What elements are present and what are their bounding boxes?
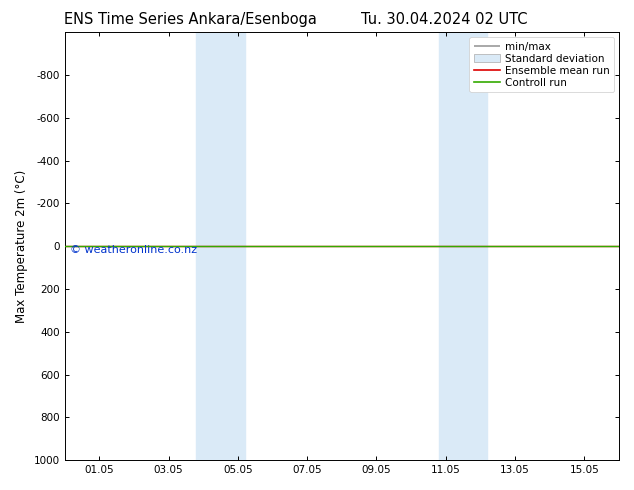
Legend: min/max, Standard deviation, Ensemble mean run, Controll run: min/max, Standard deviation, Ensemble me… xyxy=(469,37,614,92)
Bar xyxy=(197,32,245,460)
Text: © weatheronline.co.nz: © weatheronline.co.nz xyxy=(70,245,197,255)
Y-axis label: Max Temperature 2m (°C): Max Temperature 2m (°C) xyxy=(15,170,28,323)
Bar xyxy=(439,32,488,460)
Text: ENS Time Series Ankara/Esenboga: ENS Time Series Ankara/Esenboga xyxy=(64,12,316,27)
Text: Tu. 30.04.2024 02 UTC: Tu. 30.04.2024 02 UTC xyxy=(361,12,527,27)
